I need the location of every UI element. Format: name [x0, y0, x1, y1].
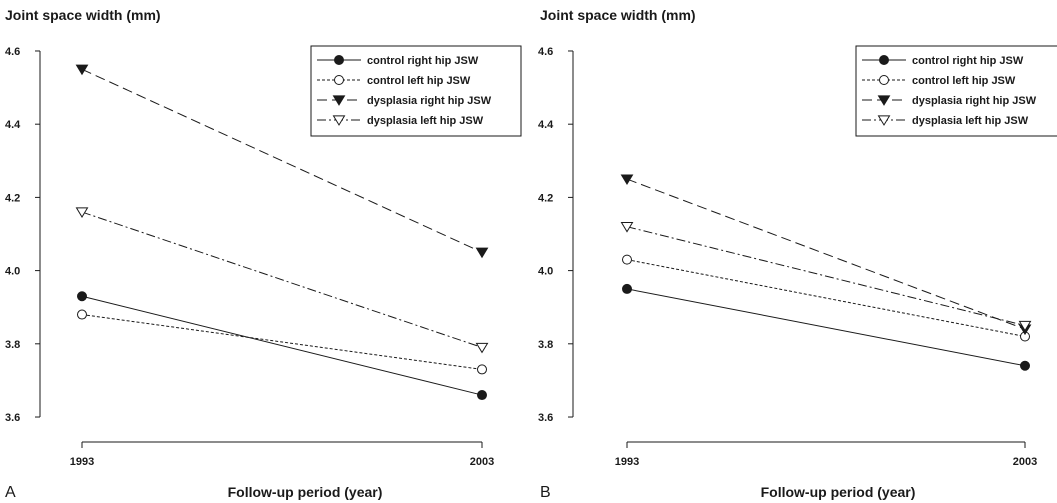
- series-line: [626, 259, 1026, 337]
- data-point: [475, 342, 489, 354]
- legend-entry: dysplasia left hip JSW: [367, 115, 484, 127]
- y-tick-label: 4.2: [538, 192, 553, 204]
- data-point: [622, 283, 632, 294]
- series-line: [81, 68, 483, 253]
- x-tick-label: 2003: [470, 456, 494, 468]
- y-tick-label: 4.4: [5, 119, 21, 131]
- data-point: [1020, 360, 1030, 371]
- series-line: [626, 178, 1026, 330]
- data-point: [77, 291, 87, 302]
- data-point: [620, 174, 634, 186]
- y-tick-label: 4.0: [538, 266, 553, 278]
- series-line: [626, 226, 1026, 326]
- legend-marker: [877, 95, 891, 106]
- y-tick-label: 4.0: [5, 266, 20, 278]
- data-point: [77, 309, 87, 320]
- x-tick-label: 1993: [70, 456, 94, 468]
- y-tick-label: 4.6: [538, 46, 553, 58]
- series-line: [81, 314, 483, 370]
- series-line: [626, 288, 1026, 367]
- data-point: [1018, 320, 1032, 332]
- legend-entry: control left hip JSW: [912, 75, 1016, 87]
- y-tick-label: 4.6: [5, 46, 20, 58]
- legend-marker: [332, 115, 346, 126]
- data-point: [477, 390, 487, 401]
- panel-b: Joint space width (mm) Follow-up period …: [538, 7, 1057, 501]
- legend-entry: control left hip JSW: [367, 75, 471, 87]
- legend-entry: dysplasia right hip JSW: [912, 95, 1037, 107]
- data-point: [477, 364, 487, 375]
- x-tick-label: 2003: [1013, 456, 1037, 468]
- legend-entry: control right hip JSW: [912, 55, 1024, 67]
- data-point: [620, 222, 634, 233]
- data-point: [622, 254, 632, 265]
- y-tick-label: 3.6: [5, 412, 20, 424]
- series-line: [81, 211, 483, 348]
- y-tick-label: 3.8: [538, 339, 553, 351]
- y-tick-label: 3.8: [5, 339, 20, 351]
- legend-marker: [879, 75, 889, 85]
- x-axis-label: Follow-up period (year): [228, 484, 383, 500]
- y-axis-label: Joint space width (mm): [5, 7, 161, 23]
- legend-entry: control right hip JSW: [367, 55, 479, 67]
- panel-letter: A: [5, 484, 16, 501]
- y-tick-label: 4.4: [538, 119, 554, 131]
- legend-marker: [879, 55, 889, 65]
- legend-marker: [877, 115, 891, 126]
- legend-entry: dysplasia left hip JSW: [912, 115, 1029, 127]
- legend: [310, 45, 522, 137]
- legend-marker: [334, 75, 344, 85]
- x-axis-label: Follow-up period (year): [761, 484, 916, 500]
- x-tick-label: 1993: [615, 456, 639, 468]
- series-line: [81, 295, 483, 396]
- data-point: [475, 247, 489, 259]
- data-point: [75, 64, 89, 76]
- legend-entry: dysplasia right hip JSW: [367, 95, 492, 107]
- y-tick-label: 4.2: [5, 192, 20, 204]
- y-tick-label: 3.6: [538, 412, 553, 424]
- panel-a: Joint space width (mm) Follow-up period …: [5, 7, 522, 501]
- data-point: [75, 207, 89, 218]
- y-axis-label: Joint space width (mm): [540, 7, 696, 23]
- panel-letter: B: [540, 484, 551, 501]
- legend: [855, 45, 1057, 137]
- legend-marker: [334, 55, 344, 65]
- legend-marker: [332, 95, 346, 106]
